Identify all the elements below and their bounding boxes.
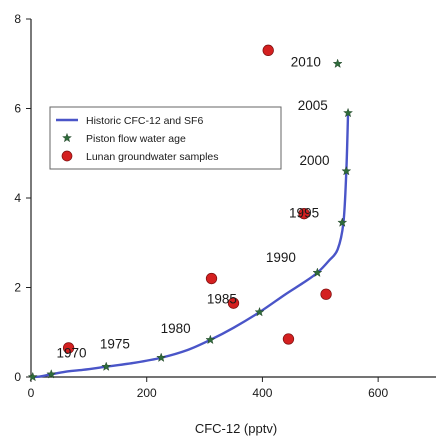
y-tick-label: 2 — [14, 281, 21, 295]
legend-star-swatch — [62, 132, 72, 143]
year-label: 1975 — [100, 336, 130, 351]
x-tick-label: 0 — [28, 386, 35, 400]
groundwater-sample-point — [205, 272, 218, 285]
piston-flow-star — [101, 361, 112, 371]
year-annotations: 1970 1975 1980 1985 1990 1995 2000 2005 2010 — [56, 55, 329, 361]
groundwater-sample-point — [298, 208, 310, 220]
year-label: 2005 — [298, 98, 328, 113]
legend: Historic CFC-12 and SF6 Piston flow water… — [49, 106, 282, 170]
y-tick-label: 6 — [14, 102, 21, 116]
historic-curve-layer — [30, 112, 350, 379]
x-axis-label: CFC-12 (pptv) — [195, 421, 277, 436]
groundwater-sample-point — [282, 333, 295, 345]
piston-flow-star — [332, 58, 343, 68]
piston-flow-star — [46, 369, 57, 379]
year-label: 1990 — [266, 250, 296, 265]
piston-flow-star — [27, 371, 38, 382]
piston-flow-star — [205, 334, 216, 345]
axes: 0 2 4 6 8 0 200 400 600 — [14, 12, 436, 400]
year-label: 1970 — [56, 345, 86, 360]
x-tick-label: 200 — [137, 386, 157, 400]
legend-label: Lunan groundwater samples — [86, 151, 219, 163]
marker-layer — [27, 44, 353, 382]
legend-circle-swatch — [61, 150, 73, 162]
y-tick-label: 8 — [14, 12, 21, 26]
piston-flow-star — [254, 306, 265, 317]
piston-flow-star — [341, 165, 352, 176]
piston-flow-star — [312, 267, 323, 277]
groundwater-sample-point — [62, 342, 75, 354]
year-label: 2010 — [291, 55, 321, 70]
year-label: 1995 — [289, 205, 319, 220]
piston-flow-star — [337, 217, 348, 227]
year-label: 2000 — [299, 153, 329, 168]
historic-cfc12-sf6-line — [30, 112, 350, 379]
legend-box — [49, 106, 282, 170]
y-tick-label: 4 — [14, 191, 21, 205]
year-label: 1980 — [161, 321, 191, 336]
groundwater-sample-point — [320, 288, 332, 300]
groundwater-sample-point — [262, 44, 274, 56]
legend-label: Historic CFC-12 and SF6 — [86, 115, 203, 127]
x-tick-label: 400 — [252, 386, 272, 400]
legend-label: Piston flow water age — [86, 133, 186, 145]
x-tick-label: 600 — [368, 386, 388, 400]
groundwater-sample-point — [227, 297, 240, 309]
y-tick-label: 0 — [14, 370, 21, 384]
piston-flow-star — [343, 107, 353, 118]
year-label: 1985 — [207, 292, 237, 307]
piston-flow-star — [156, 352, 167, 362]
